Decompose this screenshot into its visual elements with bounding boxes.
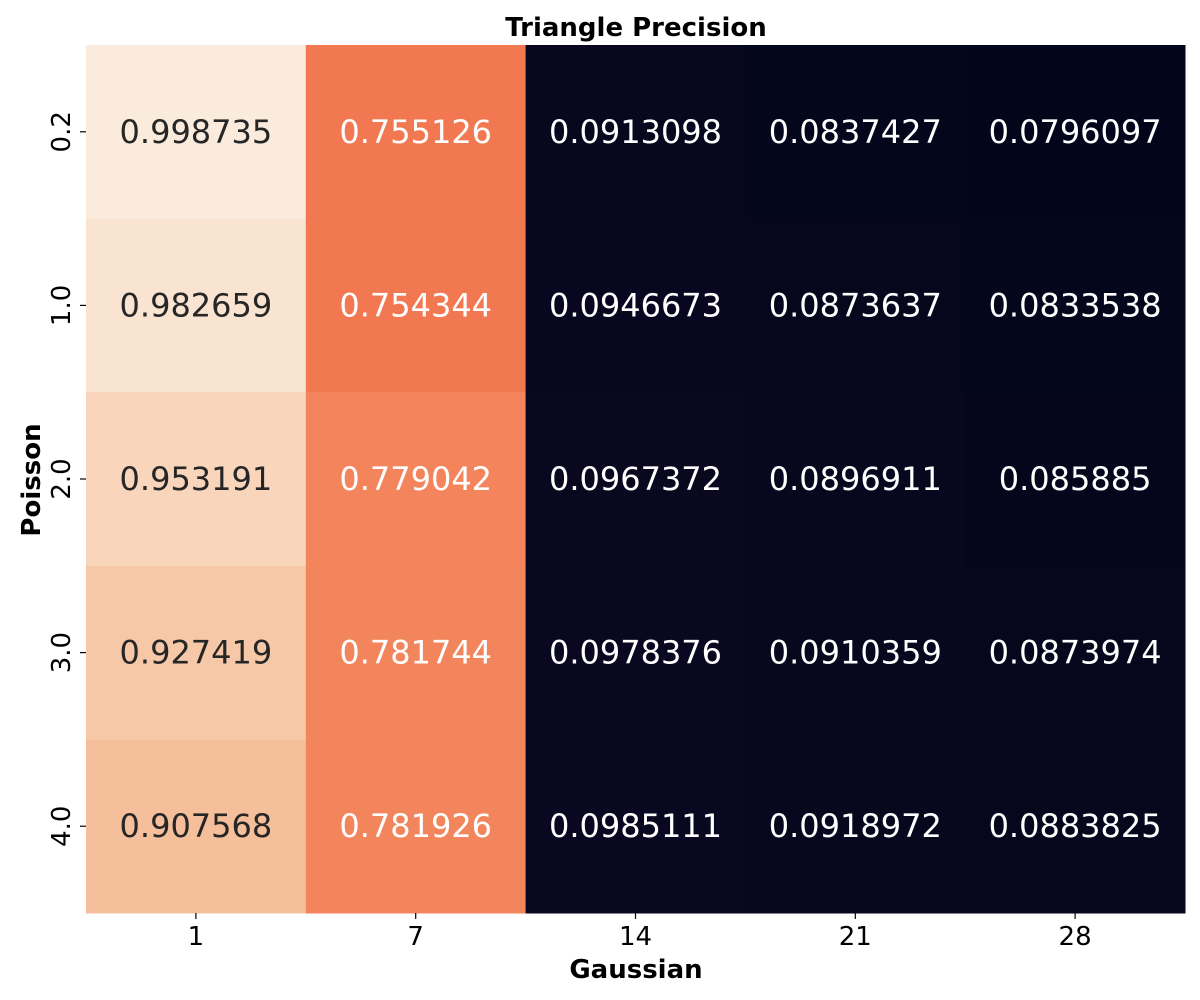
y-axis-label: Poisson (17, 423, 47, 536)
cell-value-label: 0.0946673 (549, 286, 722, 324)
x-tick-label: 7 (407, 922, 424, 952)
heatmap-cell (305, 392, 527, 567)
heatmap-cell (305, 218, 527, 393)
heatmap-cell (525, 392, 746, 567)
cell-value-label: 0.0796097 (989, 113, 1162, 151)
heatmap-cell (525, 45, 746, 220)
cell-value-label: 0.085885 (999, 460, 1152, 498)
cell-value-label: 0.0913098 (549, 113, 722, 151)
heatmap-cell (525, 565, 746, 740)
cell-value-label: 0.927419 (120, 634, 273, 672)
y-tick-label: 1.0 (47, 285, 77, 326)
heatmap-cell (86, 45, 307, 220)
heatmap-cell (86, 392, 307, 567)
heatmap-cell (86, 739, 307, 914)
cell-value-label: 0.781744 (339, 634, 492, 672)
cell-value-label: 0.781926 (339, 807, 492, 845)
heatmap-cell (86, 218, 307, 393)
y-tick-label: 0.2 (47, 111, 77, 152)
heatmap-cell (745, 392, 966, 567)
cell-value-label: 0.755126 (339, 113, 492, 151)
cell-value-label: 0.907568 (120, 807, 273, 845)
cell-value-label: 0.0985111 (549, 807, 722, 845)
cell-value-labels: 0.998735 0.755126 0.0913098 0.0837427 0.0796… (120, 113, 1162, 845)
cell-value-label: 0.0873974 (989, 634, 1162, 672)
heatmap-cell (745, 565, 966, 740)
heatmap-cell (965, 218, 1186, 393)
cell-value-label: 0.0837427 (769, 113, 942, 151)
heatmap-cells (86, 45, 1186, 914)
y-tick-label: 4.0 (47, 806, 77, 847)
cell-value-label: 0.754344 (339, 286, 492, 324)
cell-value-label: 0.953191 (120, 460, 273, 498)
heatmap-cell (305, 45, 527, 220)
y-tick-label: 3.0 (47, 632, 77, 673)
chart-title: Triangle Precision (505, 13, 766, 43)
cell-value-label: 0.982659 (120, 286, 273, 324)
cell-value-label: 0.0883825 (989, 807, 1162, 845)
x-tick-label: 14 (619, 922, 652, 952)
heatmap-cell (305, 739, 527, 914)
cell-value-label: 0.779042 (339, 460, 492, 498)
x-tick-label: 21 (839, 922, 872, 952)
heatmap-cell (745, 739, 966, 914)
x-tick-label: 28 (1059, 922, 1092, 952)
cell-value-label: 0.0833538 (989, 286, 1162, 324)
heatmap-cell (965, 739, 1186, 914)
y-axis-ticks: 0.2 1.0 2.0 3.0 4.0 (47, 111, 86, 847)
cell-value-label: 0.0910359 (769, 634, 942, 672)
x-axis-ticks: 1 7 14 21 28 (188, 913, 1092, 952)
heatmap-cell (86, 565, 307, 740)
heatmap-cell (965, 565, 1186, 740)
y-tick-label: 2.0 (47, 458, 77, 499)
cell-value-label: 0.0967372 (549, 460, 722, 498)
cell-value-label: 0.0873637 (769, 286, 942, 324)
x-tick-label: 1 (188, 922, 205, 952)
heatmap-cell (525, 739, 746, 914)
cell-value-label: 0.0978376 (549, 634, 722, 672)
heatmap-cell (525, 218, 746, 393)
heatmap-cell (745, 45, 966, 220)
cell-value-label: 0.998735 (120, 113, 273, 151)
cell-value-label: 0.0918972 (769, 807, 942, 845)
heatmap-cell (745, 218, 966, 393)
x-axis-label: Gaussian (569, 955, 702, 985)
heatmap-cell (965, 392, 1186, 567)
cell-value-label: 0.0896911 (769, 460, 942, 498)
heatmap-cell (305, 565, 527, 740)
heatmap-cell (965, 45, 1186, 220)
